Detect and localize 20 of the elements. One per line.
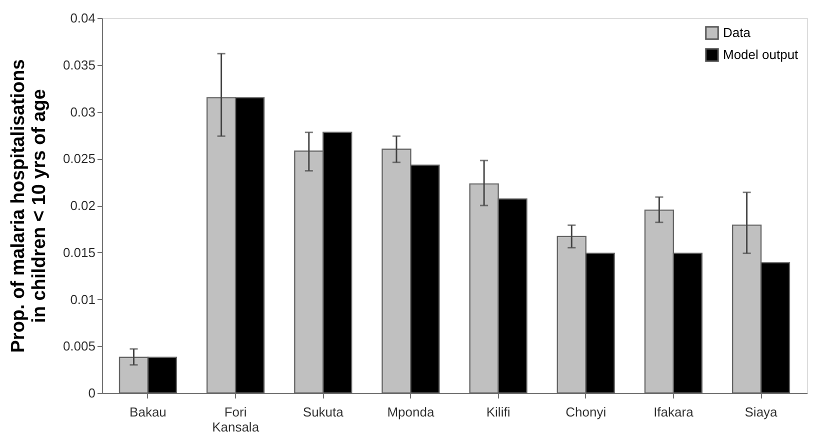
y-tick-label: 0.015 [62,244,96,260]
y-tick-label: 0.005 [62,338,96,354]
y-tick-label: 0.03 [70,104,96,120]
y-tick-label: 0.01 [70,292,96,307]
x-tick-label: Ifakara [654,404,694,420]
legend-label: Model output [723,47,799,62]
y-tick-label: 0.02 [70,198,96,213]
x-tick-label: Bakau [130,404,166,420]
legend-label: Data [723,25,752,40]
y-axis-title: Prop. of malaria hospitalisations in children < 10 yrs of age [8,59,50,353]
y-tick-label: 0 [88,386,96,400]
y-tick-label: 0.035 [62,57,96,72]
y-tick-label: 0.04 [70,10,96,26]
x-tick-label: Mponda [387,404,435,420]
x-tick-label: Siaya [744,404,778,420]
x-tick-label: Chonyi [566,404,606,420]
x-tick-label: Sukuta [302,404,344,420]
x-tick-label: Kilifi [486,404,510,420]
y-tick-label: 0.025 [62,151,96,166]
x-tick-label: Fori Kansala [212,404,260,434]
